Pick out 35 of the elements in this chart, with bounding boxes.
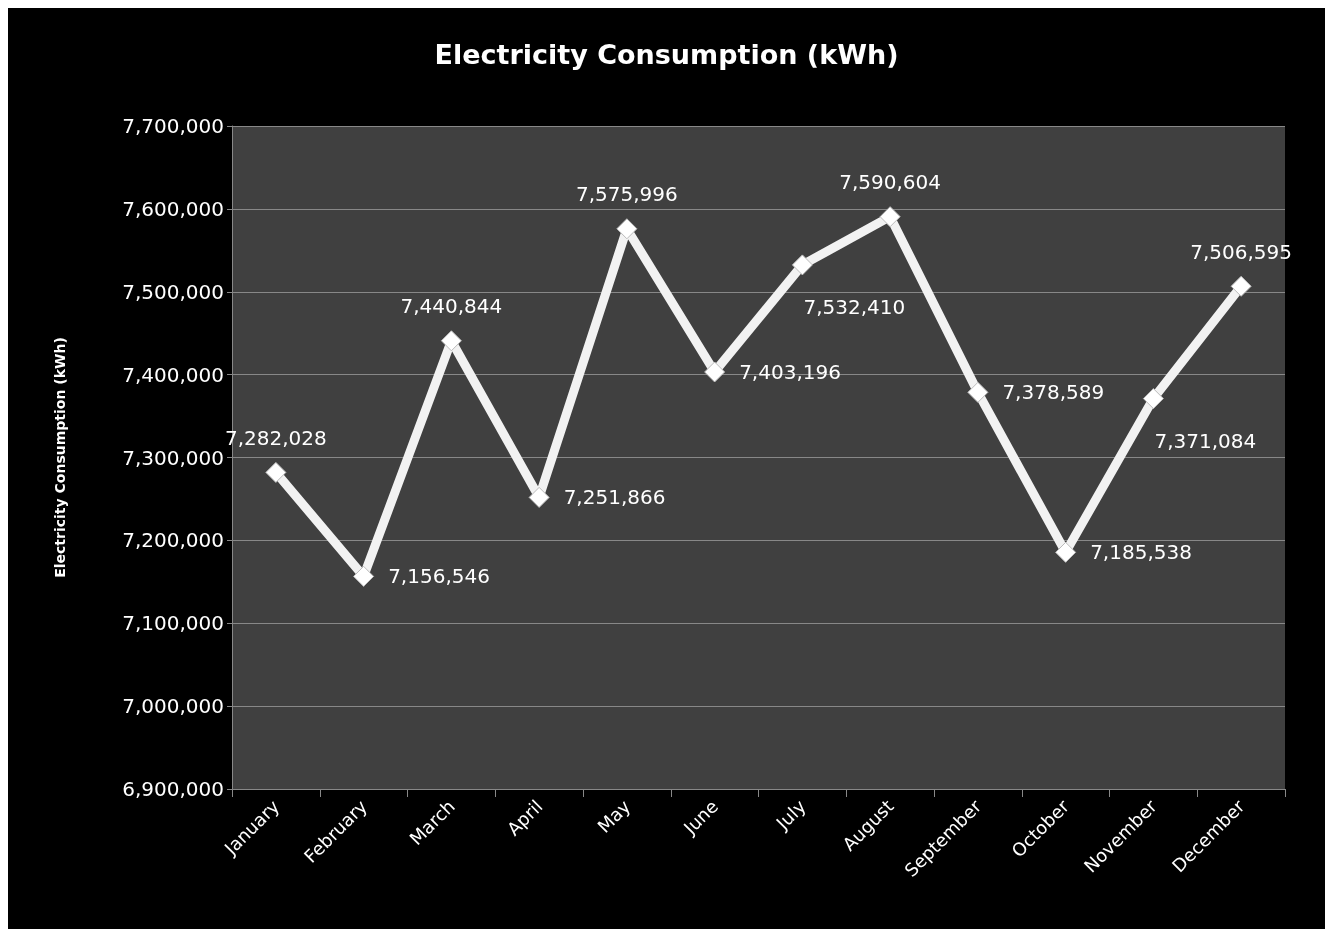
y-tick-label: 7,300,000 <box>122 445 224 470</box>
point <box>616 218 638 240</box>
y-tick-label: 7,100,000 <box>122 611 224 636</box>
point <box>1055 541 1077 563</box>
data-label: 7,532,410 <box>803 295 906 320</box>
data-label: 7,282,028 <box>224 425 327 450</box>
y-tick-label: 6,900,000 <box>122 777 224 801</box>
chart-title: Electricity Consumption (kWh) <box>434 39 899 70</box>
data-label: 7,251,866 <box>563 485 666 510</box>
data-label: 7,156,546 <box>388 564 490 589</box>
data-label: 7,575,996 <box>575 182 678 207</box>
y-tick-label: 7,600,000 <box>122 196 224 221</box>
point <box>528 486 550 508</box>
point <box>353 565 375 587</box>
point <box>967 381 989 403</box>
point <box>791 254 813 276</box>
point <box>440 330 462 352</box>
data-label: 7,506,595 <box>1190 239 1293 264</box>
data-label: 7,371,084 <box>1154 429 1257 454</box>
data-label: 7,378,589 <box>1002 380 1105 405</box>
y-tick-label: 7,400,000 <box>122 362 224 387</box>
point <box>704 361 726 383</box>
y-tick-label: 7,500,000 <box>122 279 224 304</box>
point <box>1230 275 1252 297</box>
point <box>879 206 901 228</box>
data-label: 7,403,196 <box>739 359 841 384</box>
data-label: 7,590,604 <box>839 170 942 195</box>
y-tick-label: 7,000,000 <box>122 694 224 719</box>
data-label: 7,440,844 <box>400 294 503 319</box>
y-tick-label: 7,200,000 <box>122 528 224 553</box>
y-tick-label: 7,700,000 <box>122 114 224 138</box>
point <box>1142 388 1164 410</box>
point <box>265 461 287 483</box>
data-label: 7,185,538 <box>1090 540 1192 565</box>
y-axis-title: Electricity Consumption (kWh) <box>52 337 68 578</box>
